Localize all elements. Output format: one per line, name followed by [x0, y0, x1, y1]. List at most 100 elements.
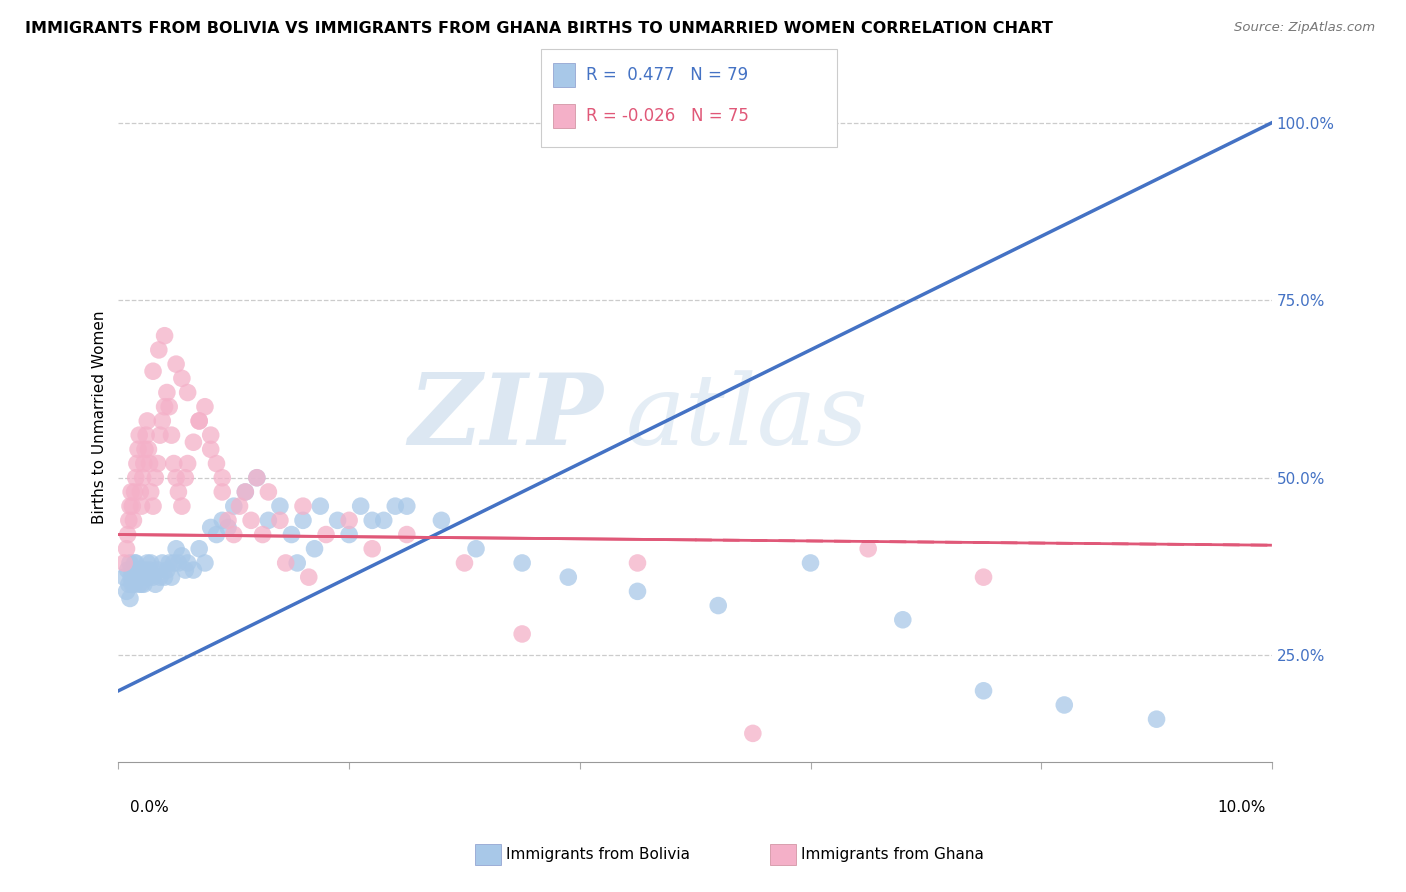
- Point: [200, 520, 222, 534]
- Point: [174, 471, 197, 485]
- Point: [132, 577, 155, 591]
- Point: [170, 549, 193, 563]
- Point: [131, 570, 153, 584]
- Point: [124, 577, 146, 591]
- Point: [274, 556, 297, 570]
- Point: [153, 400, 176, 414]
- Point: [337, 527, 360, 541]
- Point: [129, 570, 152, 584]
- Point: [176, 385, 198, 400]
- Point: [361, 513, 384, 527]
- Point: [361, 541, 384, 556]
- Point: [174, 563, 197, 577]
- Point: [430, 513, 453, 527]
- Point: [326, 513, 349, 527]
- Y-axis label: Births to Unmarried Women: Births to Unmarried Women: [93, 310, 107, 524]
- Point: [135, 428, 157, 442]
- Point: [395, 499, 418, 513]
- Point: [150, 556, 173, 570]
- Point: [395, 527, 418, 541]
- Point: [125, 570, 148, 584]
- Point: [142, 364, 165, 378]
- Point: [122, 513, 145, 527]
- Point: [269, 499, 291, 513]
- Point: [136, 556, 159, 570]
- Point: [891, 613, 914, 627]
- Point: [200, 428, 222, 442]
- Point: [200, 442, 222, 457]
- Point: [160, 570, 183, 584]
- Point: [118, 591, 141, 606]
- Point: [115, 541, 138, 556]
- Point: [153, 328, 176, 343]
- Point: [170, 499, 193, 513]
- Point: [124, 485, 146, 500]
- Point: [139, 485, 162, 500]
- Point: [188, 414, 211, 428]
- Point: [156, 385, 179, 400]
- Point: [257, 485, 280, 500]
- Point: [121, 577, 143, 591]
- Point: [112, 556, 135, 570]
- Point: [176, 457, 198, 471]
- Point: [132, 457, 155, 471]
- Point: [128, 563, 150, 577]
- Point: [246, 471, 269, 485]
- Point: [217, 513, 239, 527]
- Point: [167, 485, 190, 500]
- Point: [557, 570, 579, 584]
- Point: [233, 485, 256, 500]
- Point: [146, 457, 169, 471]
- Point: [337, 513, 360, 527]
- Point: [121, 499, 143, 513]
- Text: R = -0.026   N = 75: R = -0.026 N = 75: [586, 107, 749, 125]
- Point: [194, 400, 217, 414]
- Point: [125, 556, 148, 570]
- Point: [118, 499, 141, 513]
- Point: [131, 563, 153, 577]
- Point: [222, 527, 245, 541]
- Point: [233, 485, 256, 500]
- Point: [856, 541, 879, 556]
- Point: [183, 563, 205, 577]
- Point: [129, 485, 152, 500]
- Point: [146, 563, 169, 577]
- Point: [134, 563, 156, 577]
- Point: [134, 442, 156, 457]
- Point: [118, 513, 141, 527]
- Point: [165, 541, 187, 556]
- Point: [143, 577, 166, 591]
- Point: [142, 570, 165, 584]
- Point: [136, 414, 159, 428]
- Point: [139, 556, 162, 570]
- Point: [138, 563, 160, 577]
- Point: [176, 556, 198, 570]
- Point: [128, 577, 150, 591]
- Point: [194, 556, 217, 570]
- Point: [149, 570, 172, 584]
- Point: [170, 371, 193, 385]
- Point: [122, 570, 145, 584]
- Text: IMMIGRANTS FROM BOLIVIA VS IMMIGRANTS FROM GHANA BIRTHS TO UNMARRIED WOMEN CORRE: IMMIGRANTS FROM BOLIVIA VS IMMIGRANTS FR…: [25, 21, 1053, 37]
- Point: [626, 556, 648, 570]
- Point: [257, 513, 280, 527]
- Point: [384, 499, 406, 513]
- Point: [131, 577, 153, 591]
- Point: [127, 442, 149, 457]
- Point: [626, 584, 648, 599]
- Point: [150, 414, 173, 428]
- Point: [115, 584, 138, 599]
- Point: [205, 457, 228, 471]
- Point: [131, 499, 153, 513]
- Point: [163, 457, 186, 471]
- Point: [465, 541, 488, 556]
- Point: [510, 556, 533, 570]
- Point: [156, 563, 179, 577]
- Text: Source: ZipAtlas.com: Source: ZipAtlas.com: [1234, 21, 1375, 35]
- Point: [121, 563, 143, 577]
- Point: [228, 499, 250, 513]
- Point: [211, 471, 233, 485]
- Point: [165, 471, 187, 485]
- Point: [157, 400, 180, 414]
- Point: [309, 499, 332, 513]
